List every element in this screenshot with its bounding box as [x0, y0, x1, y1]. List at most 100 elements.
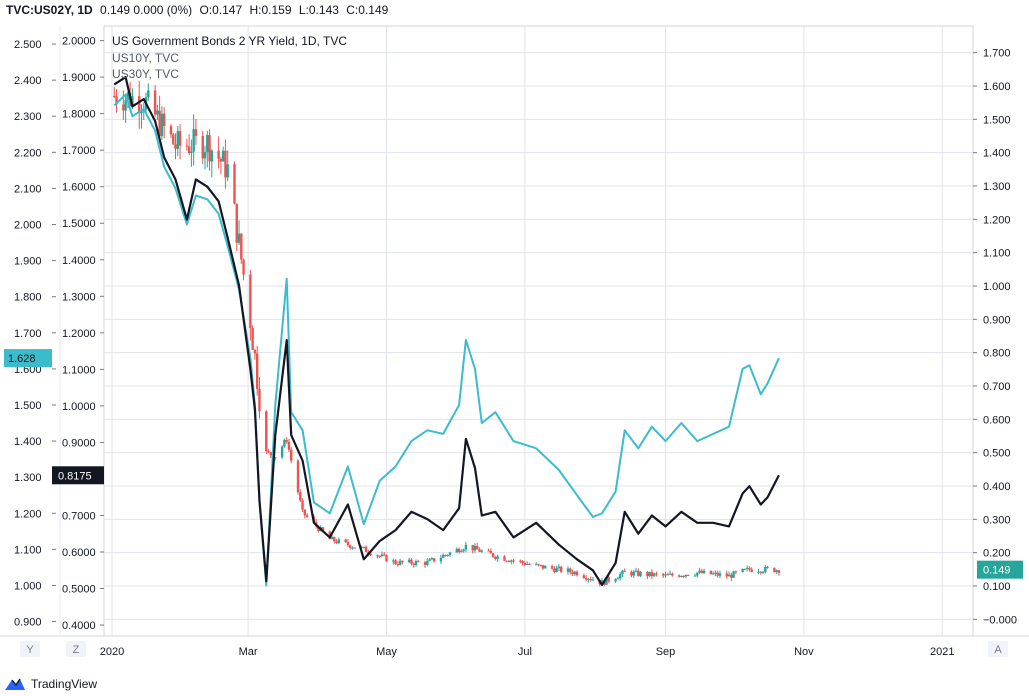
outer-left-axis-tick: 1.400 [14, 436, 42, 448]
x-axis-tick: Sep [656, 646, 676, 658]
us02y-candle-body [555, 568, 558, 573]
right-axis-tick: 1.500 [983, 114, 1011, 126]
us02y-candle-body [764, 566, 767, 572]
footer-brand[interactable]: TradingView [31, 677, 98, 691]
right-axis-tick: 0.600 [983, 414, 1011, 426]
outer-left-axis-tick: 2.300 [14, 111, 42, 123]
us02y-candle-body [258, 388, 261, 412]
us02y-candle-body [711, 573, 715, 575]
right-axis-tick: 1.100 [983, 248, 1011, 260]
us02y-candle-body [698, 570, 701, 573]
inner-left-axis-tick: 1.5000 [62, 218, 96, 230]
us02y-candle-body [190, 151, 193, 153]
us02y-candle-body [253, 350, 257, 354]
us02y-candle-body [233, 164, 236, 204]
us02y-candle-body [296, 460, 300, 493]
us02y-candle-body [113, 96, 116, 97]
auto-scale-button[interactable] [988, 641, 1008, 657]
us02y-candle-body [140, 111, 143, 114]
us02y-candle-body [162, 113, 166, 127]
us02y-candle-body [684, 574, 688, 577]
us02y-candle-body [455, 548, 459, 553]
outer-left-axis-tick: 0.900 [14, 617, 42, 629]
us02y-candle-body [224, 150, 227, 178]
high-value: H:0.159 [249, 3, 292, 17]
us02y-candle-body [655, 573, 658, 575]
us02y-candle-body [535, 564, 538, 566]
us02y-candle-body [566, 568, 570, 572]
us02y-candle-body [573, 571, 576, 575]
us02y-candle-body [255, 353, 259, 389]
us02y-candle-body [582, 575, 586, 579]
us02y-candle-body [265, 411, 268, 452]
us02y-candle-body [668, 573, 672, 575]
us02y-candle-body [174, 144, 177, 149]
us02y-candle-body [748, 567, 751, 570]
left-axis-us10y: 2.0000 1.9000 1.8000 1.7000 1.6000 1.5000 1.40… [62, 36, 104, 632]
z-scale-button[interactable] [66, 641, 86, 657]
inner-left-axis-tick: 1.4000 [62, 255, 96, 267]
symbol-label[interactable]: TVC:US02Y, 1D [6, 3, 93, 17]
right-axis-tick: 1.200 [983, 214, 1011, 226]
us02y-candle-body [439, 557, 443, 562]
us02y-candle-body [192, 129, 195, 152]
inner-left-axis-tick: 1.3000 [62, 291, 96, 303]
us10y-last-value-badge [52, 466, 104, 485]
us02y-candle-body [773, 567, 776, 573]
x-axis: 2020 Mar May Jul Sep Nov 2021 [100, 646, 955, 658]
legend-us10y[interactable]: US10Y, TVC [112, 51, 179, 65]
us02y-candle-body [727, 574, 731, 577]
us02y-candle-body [380, 554, 384, 557]
plot-area [103, 25, 974, 637]
us02y-candle-body [369, 553, 372, 556]
us02y-candle-body [607, 577, 610, 582]
us02y-candle-body [237, 233, 241, 243]
us02y-candle-body [206, 135, 209, 153]
us02y-candle-body [634, 570, 638, 572]
us02y-candle-body [398, 560, 402, 565]
outer-left-axis-tick: 2.100 [14, 183, 42, 195]
last-value-labels: 1.628 0.8175 0.149 [4, 349, 1023, 579]
us02y-candle-body [559, 566, 563, 572]
us02y-candle-body [519, 560, 522, 562]
outer-left-axis-tick: 1.700 [14, 328, 42, 340]
us02y-candle-body [639, 572, 642, 576]
us02y-candle-body [671, 573, 674, 576]
right-axis-tick: 1.600 [983, 81, 1011, 93]
us02y-candle-body [528, 564, 531, 566]
tradingview-logo-icon[interactable] [4, 677, 26, 691]
us02y-candle-body [637, 570, 640, 576]
inner-left-axis-tick: 0.5000 [62, 584, 96, 596]
us02y-candle-body [487, 550, 490, 552]
us02y-candle-body [208, 135, 211, 162]
us02y-candle-body [203, 152, 207, 159]
close-value: C:0.149 [346, 3, 389, 17]
right-axis-tick: 0.400 [983, 481, 1011, 493]
x-axis-tick: Nov [794, 646, 814, 658]
right-axis-tick: 0.700 [983, 381, 1011, 393]
y-scale-button[interactable] [20, 641, 40, 657]
us02y-candle-body [267, 451, 270, 453]
x-axis-tick: Mar [239, 646, 258, 658]
outer-left-axis-tick: 2.200 [14, 147, 42, 159]
us02y-candle-body [491, 553, 495, 557]
us02y-candle-body [172, 134, 175, 145]
legend-title[interactable]: US Government Bonds 2 YR Yield, 1D, TVC [112, 34, 347, 48]
us30y-last-value: 1.628 [8, 353, 36, 365]
legend-us30y[interactable]: US30Y, TVC [112, 67, 179, 81]
us02y-candle-body [285, 440, 288, 442]
us02y-candle-body [757, 571, 760, 573]
us02y-candle-body [750, 569, 753, 572]
outer-left-axis-tick: 1.000 [14, 580, 42, 592]
us02y-candle-body [702, 570, 706, 574]
us02y-candle-body [280, 446, 284, 458]
x-axis-tick: May [376, 646, 397, 658]
us02y-candle-body [217, 150, 220, 159]
us02y-candle-body [432, 558, 436, 562]
inner-left-axis-tick: 1.6000 [62, 182, 96, 194]
us02y-candle-body [553, 568, 556, 573]
inner-left-axis-tick: 0.6000 [62, 547, 96, 559]
inner-left-axis-tick: 1.0000 [62, 401, 96, 413]
us02y-candle-body [686, 574, 690, 576]
